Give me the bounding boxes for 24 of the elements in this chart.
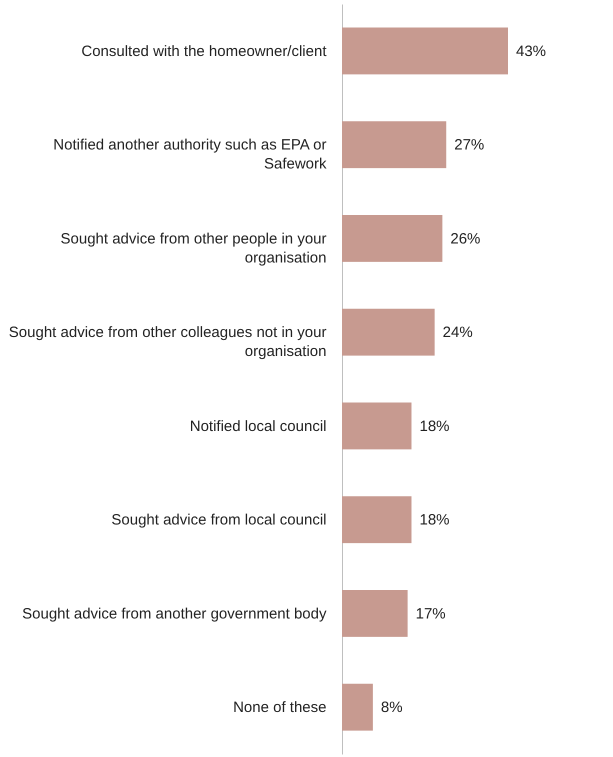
data-label: 8% (380, 699, 403, 716)
bar (342, 214, 442, 262)
data-label: 26% (450, 230, 480, 248)
y-tick-label: Sought advice from other people in your organisation (60, 230, 326, 266)
bar (342, 308, 435, 356)
bar (342, 684, 373, 731)
y-tick-label: Consulted with the homeowner/client (81, 42, 328, 60)
bar (342, 402, 412, 450)
data-label: 17% (416, 605, 446, 622)
y-tick-label: Sought advice from local council (111, 512, 326, 529)
data-label: 24% (442, 324, 473, 342)
y-tick-label: Notified local council (190, 418, 326, 435)
bar (342, 27, 508, 74)
bar (342, 121, 446, 168)
y-tick-label: Sought advice from other colleagues not in your organisation (8, 324, 326, 360)
bar (342, 496, 412, 544)
data-label: 18% (419, 418, 450, 435)
bar (342, 590, 408, 637)
data-label: 43% (516, 42, 546, 60)
y-tick-label: None of these (233, 699, 326, 716)
data-label: 27% (454, 136, 484, 154)
y-tick-label: Notified another authority such as EPA or Safework (53, 136, 327, 173)
data-label: 18% (419, 512, 450, 529)
y-tick-label: Sought advice from another government body (22, 605, 327, 622)
